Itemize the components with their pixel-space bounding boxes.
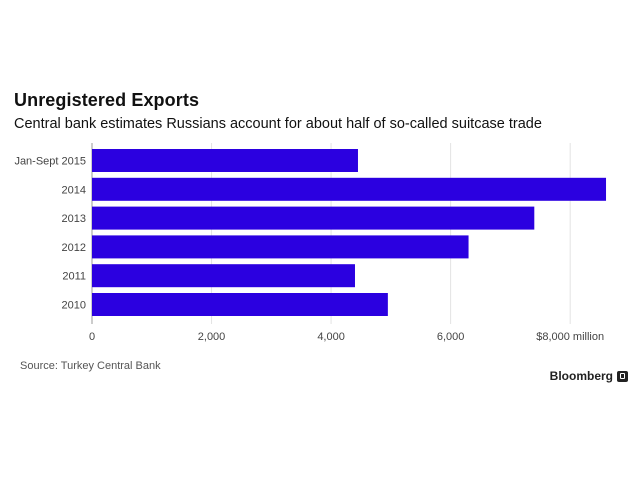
category-label: 2010 [62, 300, 86, 312]
category-label: 2014 [62, 184, 86, 196]
bar [92, 149, 358, 172]
chart-title: Unregistered Exports [14, 90, 200, 110]
brand-logo: Bloomberg [550, 369, 628, 383]
category-label: 2011 [62, 271, 86, 283]
x-tick-label: 4,000 [317, 331, 345, 343]
brand-name: Bloomberg [549, 369, 613, 383]
category-label: Jan-Sept 2015 [14, 156, 86, 168]
category-label: 2013 [62, 213, 86, 225]
source-note: Source: Turkey Central Bank [20, 360, 161, 372]
x-tick-label: 6,000 [437, 331, 465, 343]
category-label: 2012 [62, 242, 86, 254]
bar [92, 206, 535, 230]
chart-subtitle: Central bank estimates Russians account … [14, 116, 542, 132]
bar [92, 264, 355, 288]
x-tick-label: $8,000 million [536, 331, 604, 343]
bar [92, 235, 469, 259]
x-tick-label: 0 [89, 331, 95, 343]
x-tick-label: 2,000 [198, 331, 226, 343]
bar [92, 177, 607, 201]
bloomberg-icon [617, 370, 628, 382]
bar [92, 293, 388, 316]
